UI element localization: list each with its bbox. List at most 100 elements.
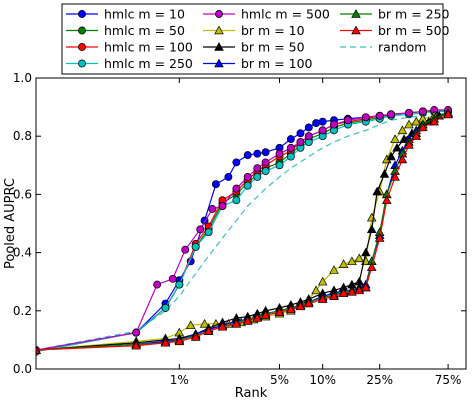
point-br-m-500 (361, 282, 371, 292)
point-br-m-50 (372, 186, 382, 196)
point-hmlc-m-10 (211, 180, 220, 189)
point-br-m-500 (404, 140, 414, 149)
point-hmlc-m-500 (181, 245, 190, 254)
point-br-m-10 (317, 276, 328, 286)
legend-item-br-m-10: br m = 10 (203, 23, 305, 38)
point-br-m-50 (392, 142, 402, 152)
point-hmlc-m-250 (286, 152, 295, 161)
point-hmlc-m-500 (343, 116, 352, 125)
legend-label: random (378, 40, 426, 55)
line-br-m-100 (36, 112, 449, 351)
point-br-m-500 (411, 131, 422, 140)
legend-item-hmlc-m-10: hmlc m = 10 (66, 7, 185, 22)
point-br-m-500 (347, 286, 357, 296)
x-tick-label: 5% (270, 373, 289, 387)
y-axis-title: Pooled AUPRC (3, 178, 18, 269)
legend-item-random: random (340, 40, 426, 55)
x-tick-label: 1% (170, 373, 189, 387)
series-br-m-500 (36, 109, 453, 354)
point-hmlc-m-250 (161, 303, 170, 312)
point-hmlc-m-500 (375, 111, 384, 120)
point-hmlc-m-500 (405, 108, 413, 117)
point-br-m-10 (404, 119, 414, 129)
point-hmlc-m-250 (204, 228, 213, 237)
plot-frame (35, 77, 467, 370)
point-br-m-50 (361, 247, 371, 257)
point-br-m-500 (274, 307, 285, 316)
point-hmlc-m-10 (253, 149, 262, 158)
line-hmlc-m-50 (36, 110, 449, 353)
point-hmlc-m-500 (304, 132, 313, 141)
point-hmlc-m-500 (387, 110, 396, 119)
point-br-m-500 (317, 294, 328, 303)
point-hmlc-m-10 (261, 148, 270, 157)
legend-label: hmlc m = 100 (104, 40, 193, 55)
y-tick-label: 0.8 (13, 129, 32, 143)
point-br-m-500 (397, 154, 408, 164)
point-br-m-500 (443, 109, 453, 119)
point-hmlc-m-500 (208, 204, 217, 213)
point-hmlc-m-10 (224, 172, 233, 181)
line-random (36, 112, 449, 351)
point-hmlc-m-10 (304, 123, 313, 132)
legend-marker (215, 10, 223, 18)
point-hmlc-m-500 (196, 225, 205, 234)
point-hmlc-m-250 (191, 242, 200, 251)
point-br-m-500 (203, 326, 214, 335)
legend-label: hmlc m = 50 (104, 23, 185, 38)
line-hmlc-m-500 (36, 109, 449, 351)
legend-marker (78, 10, 86, 18)
point-hmlc-m-10 (243, 151, 252, 160)
legend-label: br m = 10 (241, 23, 305, 38)
point-br-m-10 (366, 212, 377, 222)
series-hmlc-m-100 (36, 107, 453, 356)
line-br-m-50 (36, 112, 449, 351)
point-hmlc-m-250 (253, 172, 262, 181)
legend-item-hmlc-m-100: hmlc m = 100 (66, 40, 193, 55)
line-hmlc-m-250 (36, 110, 449, 353)
point-br-m-500 (252, 313, 263, 322)
point-br-m-10 (390, 134, 400, 143)
line-hmlc-m-10 (36, 110, 449, 351)
y-tick-label: 0.6 (13, 187, 32, 201)
point-hmlc-m-250 (275, 161, 284, 170)
legend-label: hmlc m = 500 (241, 7, 330, 22)
legend-item-hmlc-m-500: hmlc m = 500 (203, 7, 330, 22)
point-hmlc-m-500 (232, 184, 241, 193)
y-tick-label: 0.4 (13, 246, 32, 260)
point-hmlc-m-500 (168, 274, 177, 283)
legend-item-br-m-100: br m = 100 (203, 56, 313, 71)
legend-label: hmlc m = 10 (104, 7, 185, 22)
series-br-m-50 (36, 107, 453, 354)
series-hmlc-m-500 (36, 106, 453, 355)
point-hmlc-m-10 (232, 158, 241, 167)
legend-label: br m = 500 (378, 23, 450, 38)
x-axis: 1% 5% 10% 25% 75% (170, 78, 461, 387)
point-hmlc-m-500 (318, 126, 327, 135)
point-br-m-500 (174, 336, 185, 346)
point-br-m-10 (329, 265, 339, 274)
legend-marker (214, 25, 224, 35)
line-br-m-500 (36, 113, 449, 351)
y-tick-label: 0.2 (13, 304, 32, 318)
series-br-m-250 (36, 107, 453, 354)
point-br-m-500 (242, 316, 253, 325)
y-axis: 0.0 0.2 0.4 0.6 0.8 1.0 (13, 71, 466, 376)
point-br-m-500 (418, 122, 428, 132)
point-br-m-500 (381, 195, 392, 204)
legend-marker (351, 9, 361, 18)
point-br-m-500 (390, 172, 400, 181)
legend-item-hmlc-m-250: hmlc m = 250 (66, 56, 193, 71)
point-br-m-500 (190, 332, 201, 341)
point-hmlc-m-500 (361, 113, 370, 122)
series-hmlc-m-250 (36, 107, 453, 356)
point-hmlc-m-500 (275, 149, 284, 158)
point-hmlc-m-500 (253, 164, 262, 173)
x-tick-label: 10% (309, 373, 336, 387)
point-br-m-500 (374, 233, 385, 242)
point-br-m-500 (231, 318, 242, 328)
point-hmlc-m-500 (243, 172, 252, 181)
point-br-m-10 (354, 253, 365, 263)
point-br-m-10 (338, 259, 349, 268)
